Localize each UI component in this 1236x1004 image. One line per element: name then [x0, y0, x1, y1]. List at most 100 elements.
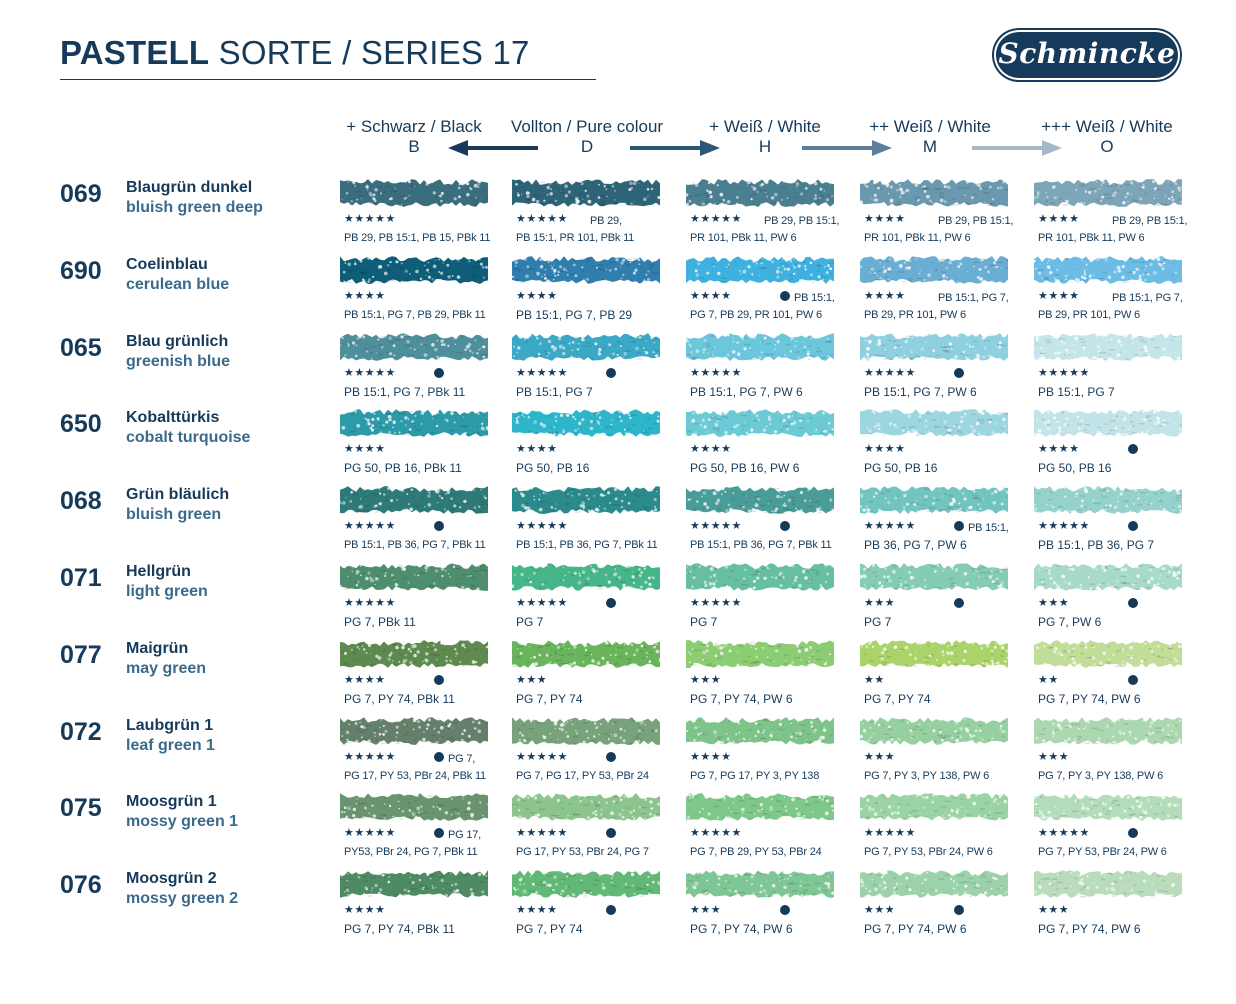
pigment-codes: PG 50, PB 16	[864, 461, 938, 476]
opacity-dot-icon	[954, 521, 964, 532]
color-number: 068	[60, 487, 102, 516]
pigment-codes: PG 7, PY 74, PW 6	[864, 922, 967, 937]
column-letter: O	[1100, 137, 1114, 156]
brand-logo: Schmincke	[994, 30, 1180, 80]
pastel-swatch	[860, 254, 1008, 286]
pastel-swatch	[512, 791, 660, 823]
pigment-codes: PY53, PBr 24, PG 7, PBk 11	[344, 846, 478, 859]
lightfastness-stars: ★★★	[516, 673, 548, 686]
pastel-swatch	[860, 715, 1008, 747]
color-name-german: Blaugrün dunkel	[126, 179, 253, 196]
pastel-swatch	[512, 715, 660, 747]
opacity-dot-icon	[780, 521, 790, 532]
title-rest: SORTE / SERIES 17	[209, 34, 530, 71]
pastel-swatch	[1034, 638, 1182, 670]
color-name-german: Moosgrün 1	[126, 793, 217, 811]
opacity-dot-icon	[1128, 674, 1138, 685]
pigment-codes: PG 7, PY 53, PBr 24, PW 6	[1038, 846, 1167, 859]
pigment-codes: PB 36, PG 7, PW 6	[864, 538, 967, 553]
color-name-german: Moosgrün 2	[126, 870, 217, 888]
pigment-codes: PG 7, PY 53, PBr 24, PW 6	[864, 846, 993, 859]
pigment-codes-inline: PG 7,	[448, 752, 476, 765]
opacity-dot-icon	[954, 367, 964, 378]
pigment-codes: PB 15:1, PG 7, PW 6	[864, 384, 977, 399]
pastel-swatch	[686, 407, 834, 439]
pigment-codes: PR 101, PBk 11, PW 6	[690, 232, 797, 244]
column-header: ++ Weiß / White M	[830, 117, 1030, 157]
color-number: 071	[60, 564, 102, 592]
color-number: 076	[60, 871, 102, 900]
color-name-german: Hellgrün	[126, 563, 191, 580]
lightfastness-stars: ★★★★★	[516, 597, 568, 609]
column-label: + Schwarz / Black	[346, 117, 482, 136]
column-header: + Schwarz / Black B	[314, 117, 514, 157]
logo-text: Schmincke	[998, 37, 1176, 70]
opacity-dot-icon	[606, 905, 616, 916]
lightfastness-stars: ★★★★★	[864, 366, 916, 379]
column-label: + Weiß / White	[709, 117, 821, 136]
opacity-dot-icon	[606, 828, 616, 839]
lightfastness-stars: ★★★	[690, 673, 722, 686]
opacity-dot-icon	[1128, 444, 1138, 455]
pigment-codes-inline: PB 29,	[590, 215, 622, 227]
lightfastness-stars: ★★★★★	[864, 520, 916, 533]
pastel-swatch	[860, 331, 1008, 363]
lightfastness-stars: ★★★★★	[1038, 827, 1090, 840]
color-name-english: bluish green deep	[126, 199, 263, 216]
pigment-codes: PG 7, PY 74, PBk 11	[344, 691, 455, 706]
pigment-codes: PB 29, PB 15:1, PB 15, PBk 11	[344, 232, 491, 244]
opacity-dot-icon	[606, 751, 616, 762]
pastel-swatch	[860, 561, 1008, 593]
lightfastness-stars: ★★★	[1038, 904, 1070, 917]
pigment-codes: PB 15:1, PB 36, PG 7, PBk 11	[516, 539, 658, 552]
opacity-dot-icon	[780, 905, 790, 916]
pigment-codes: PG 17, PY 53, PBr 24, PBk 11	[344, 769, 486, 782]
pastel-swatch	[1034, 484, 1182, 516]
pigment-codes: PG 7, PY 3, PY 138, PW 6	[1038, 769, 1164, 782]
lightfastness-stars: ★★★★	[1038, 289, 1080, 302]
color-name-english: cerulean blue	[126, 275, 230, 293]
pigment-codes: PB 29, PR 101, PW 6	[864, 308, 966, 321]
pastel-swatch	[512, 868, 660, 900]
pigment-codes-inline: PB 15:1,	[968, 522, 1009, 535]
pigment-codes: PB 29, PR 101, PW 6	[1038, 308, 1140, 321]
pigment-codes-inline: PB 15:1,	[794, 291, 835, 304]
pigment-codes: PG 7, PY 74, PW 6	[1038, 922, 1141, 937]
pigment-codes: PB 15:1, PR 101, PBk 11	[516, 232, 635, 244]
pigment-codes: PR 101, PBk 11, PW 6	[864, 232, 971, 244]
color-name-english: may green	[126, 659, 207, 677]
lightfastness-stars: ★★★★	[1038, 213, 1080, 225]
pigment-codes: PB 15:1, PB 36, PG 7	[1038, 538, 1155, 553]
pigment-codes: PG 7, PY 74	[516, 691, 583, 706]
lightfastness-stars: ★★★★	[344, 289, 386, 302]
pastel-swatch	[860, 484, 1008, 516]
lightfastness-stars: ★★★★★	[690, 827, 742, 840]
pigment-codes: PG 50, PB 16	[1038, 461, 1112, 476]
pigment-codes: PB 15:1, PG 7, PW 6	[690, 384, 803, 399]
color-name-english: greenish blue	[126, 352, 231, 370]
opacity-dot-icon	[606, 598, 616, 608]
color-name-german: Laubgrün 1	[126, 716, 214, 734]
pastel-swatch	[512, 561, 660, 593]
lightfastness-stars: ★★★★	[1038, 443, 1080, 456]
pastel-swatch	[340, 638, 488, 670]
pastel-swatch	[512, 177, 660, 209]
lightfastness-stars: ★★★★★	[1038, 366, 1090, 379]
lightfastness-stars: ★★★★	[516, 443, 558, 456]
column-letter: M	[922, 137, 938, 156]
column-label: Vollton / Pure colour	[510, 117, 664, 136]
title-bold: PASTELL	[60, 34, 210, 71]
pastel-swatch	[340, 331, 488, 363]
lightfastness-stars: ★★★★★	[344, 366, 396, 379]
opacity-dot-icon	[434, 828, 444, 839]
pastel-swatch	[1034, 868, 1182, 900]
pigment-codes: PG 7	[690, 615, 718, 629]
arrow-right-icon	[630, 140, 720, 156]
pastel-swatch	[686, 254, 834, 286]
pastel-swatch	[1034, 254, 1182, 286]
column-header: Vollton / Pure colour D	[487, 117, 687, 157]
title-underline	[60, 79, 596, 80]
pastel-swatch	[1034, 407, 1182, 439]
color-number: 077	[60, 640, 102, 669]
opacity-dot-icon	[1128, 598, 1138, 608]
